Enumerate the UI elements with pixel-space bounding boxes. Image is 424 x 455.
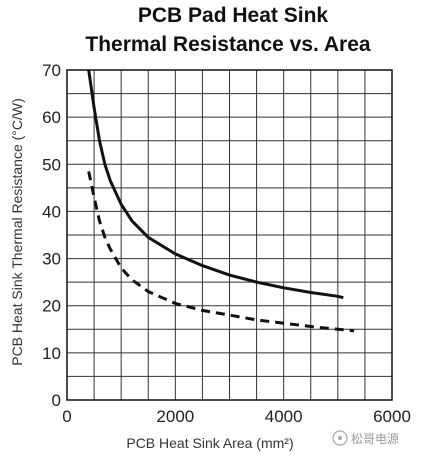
watermark-text: 松哥电源 <box>351 432 399 446</box>
watermark-logo-dot <box>338 436 342 440</box>
y-tick-label: 20 <box>42 297 61 316</box>
plot-frame <box>66 69 393 401</box>
watermark: 松哥电源 <box>332 430 399 446</box>
chart-title: PCB Pad Heat Sink <box>138 4 329 27</box>
x-tick-label: 0 <box>62 407 71 426</box>
y-tick-label: 0 <box>52 391 61 410</box>
grid-lines <box>66 69 393 401</box>
y-tick-label: 10 <box>42 344 61 363</box>
x-tick-label: 6000 <box>373 407 411 426</box>
x-tick-labels: 0 2000 4000 6000 <box>62 407 411 426</box>
x-tick-label: 2000 <box>156 407 194 426</box>
y-tick-labels: 0 10 20 30 40 50 60 70 <box>42 61 61 410</box>
x-tick-label: 4000 <box>265 407 303 426</box>
series-lines <box>87 69 355 333</box>
y-tick-label: 60 <box>42 108 61 127</box>
y-tick-label: 40 <box>42 202 61 221</box>
y-tick-label: 70 <box>42 61 61 80</box>
watermark-logo-icon <box>332 430 348 446</box>
y-tick-label: 30 <box>42 250 61 269</box>
series-line-dashed <box>87 171 355 333</box>
y-tick-label: 50 <box>42 155 61 174</box>
y-axis-label: PCB Heat Sink Thermal Resistance (°C/W) <box>9 98 25 366</box>
series-line-solid <box>87 69 344 300</box>
x-axis-label: PCB Heat Sink Area (mm²) <box>126 435 293 451</box>
chart-subtitle: Thermal Resistance vs. Area <box>85 33 371 56</box>
plot-border <box>66 69 393 401</box>
